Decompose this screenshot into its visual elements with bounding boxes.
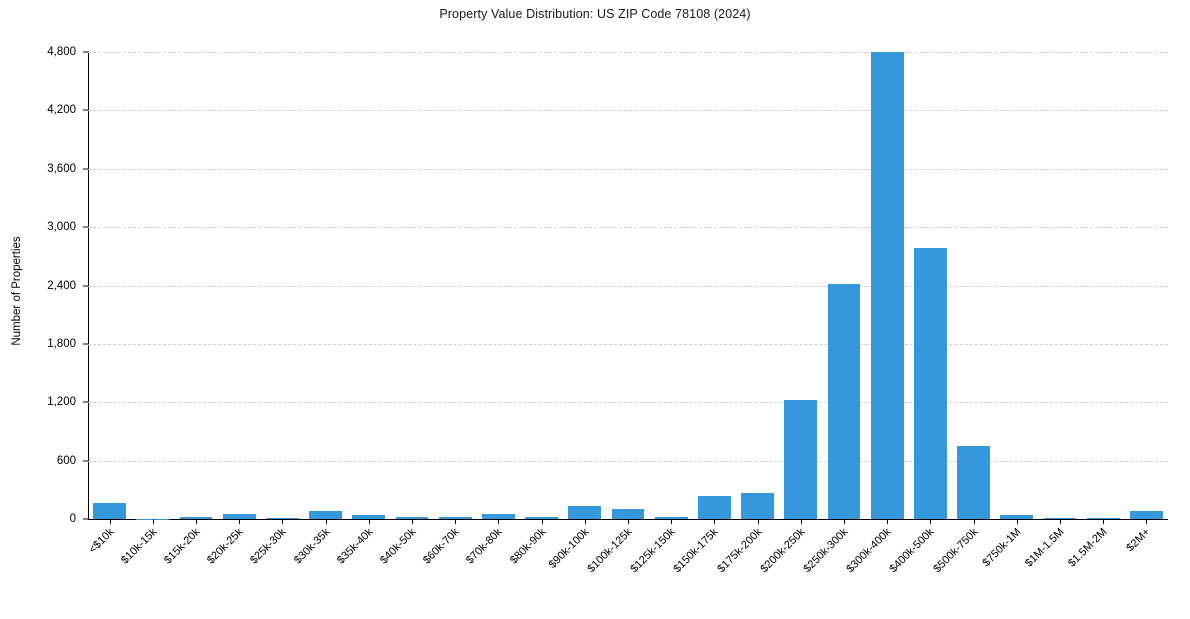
x-axis-tick-mark [844,519,845,524]
y-axis-tick-label: 1,800 [47,338,76,350]
bar-slot [390,52,433,519]
bar-slot [736,52,779,519]
y-axis-tick-label: 2,400 [47,280,76,292]
bar[interactable] [957,446,990,519]
bar-slot [131,52,174,519]
bar-slot [477,52,520,519]
x-axis-tick-mark [887,519,888,524]
bar-slot [995,52,1038,519]
bar-slot [822,52,865,519]
bar-series [88,52,1168,519]
bar-slot [1125,52,1168,519]
bar[interactable] [698,496,731,519]
bar-slot [520,52,563,519]
y-axis-tick-label: 3,000 [47,221,76,233]
y-axis-tick-label: 600 [57,455,76,467]
x-axis-tick-mark [801,519,802,524]
x-axis-tick-mark [455,519,456,524]
x-axis-tick-label: $1M-1.5M [973,526,1066,619]
x-axis-tick-mark [758,519,759,524]
bar[interactable] [568,506,601,519]
bar-slot [304,52,347,519]
x-axis-tick-mark [498,519,499,524]
x-axis-tick-label: $30k-35k [239,526,332,619]
x-axis-tick-label: $70k-80k [412,526,505,619]
y-axis-tick-labels: 0 600 1,200 1,800 2,400 3,000 3,600 4,200 4,800 [0,0,88,590]
y-axis-tick-label: 4,800 [47,46,76,58]
chart-figure: Property Value Distribution: US ZIP Code… [0,0,1190,590]
bar-slot [779,52,822,519]
x-axis-tick-label: $200k-250k [714,526,807,619]
x-axis-tick-label: $175k-200k [671,526,764,619]
x-axis-tick-label: $15k-20k [109,526,202,619]
x-axis-tick-label: $2M+ [1060,526,1153,619]
x-axis-tick-mark [1146,519,1147,524]
x-axis-tick-label: $80k-90k [455,526,548,619]
y-axis-tick-label: 3,600 [47,163,76,175]
bar-slot [347,52,390,519]
x-axis-tick-label: $400k-500k [844,526,937,619]
bar[interactable] [93,503,126,519]
x-axis-tick-mark [369,519,370,524]
bar-slot [218,52,261,519]
x-axis-tick-label: $40k-50k [325,526,418,619]
x-axis-tick-label: $750k-1M [930,526,1023,619]
x-axis-tick-mark [326,519,327,524]
chart-title: Property Value Distribution: US ZIP Code… [0,7,1190,21]
bar[interactable] [612,509,645,519]
bar[interactable] [871,52,904,519]
x-axis-tick-label: $100k-125k [541,526,634,619]
x-axis-tick-mark [930,519,931,524]
x-axis-tick-mark [153,519,154,524]
bar[interactable] [784,400,817,519]
bar-slot [434,52,477,519]
bar-slot [174,52,217,519]
bar-slot [563,52,606,519]
x-axis-tick-label: $500k-750k [887,526,980,619]
bar-slot [650,52,693,519]
x-axis-tick-mark [412,519,413,524]
bar[interactable] [741,493,774,519]
y-axis-tick-label: 4,200 [47,104,76,116]
bar-slot [909,52,952,519]
x-axis-tick-mark [1017,519,1018,524]
bar-slot [1038,52,1081,519]
bar-slot [952,52,995,519]
x-axis-tick-mark [542,519,543,524]
y-axis-tick-label: 0 [70,513,76,525]
x-axis-tick-mark [974,519,975,524]
x-axis-tick-mark [714,519,715,524]
x-axis-tick-mark [196,519,197,524]
x-axis-tick-label: $90k-100k [498,526,591,619]
x-axis-tick-mark [282,519,283,524]
x-axis-tick-label: $250k-300k [757,526,850,619]
x-axis-tick-mark [628,519,629,524]
x-axis-tick-mark [585,519,586,524]
bar[interactable] [828,284,861,519]
bar-slot [1082,52,1125,519]
bar-slot [693,52,736,519]
x-axis-tick-mark [671,519,672,524]
x-axis-tick-label: $25k-30k [196,526,289,619]
bar[interactable] [1130,511,1163,519]
bar-slot [88,52,131,519]
bar[interactable] [914,248,947,519]
x-axis-tick-mark [1060,519,1061,524]
bar[interactable] [309,511,342,519]
x-axis-tick-mark [110,519,111,524]
x-axis-tick-label: $150k-175k [628,526,721,619]
x-axis-tick-mark [1103,519,1104,524]
bar-slot [261,52,304,519]
bar-slot [606,52,649,519]
bar-slot [866,52,909,519]
x-axis-tick-mark [239,519,240,524]
x-axis-tick-label: $35k-40k [282,526,375,619]
plot-area [88,52,1168,519]
y-axis-tick-label: 1,200 [47,396,76,408]
